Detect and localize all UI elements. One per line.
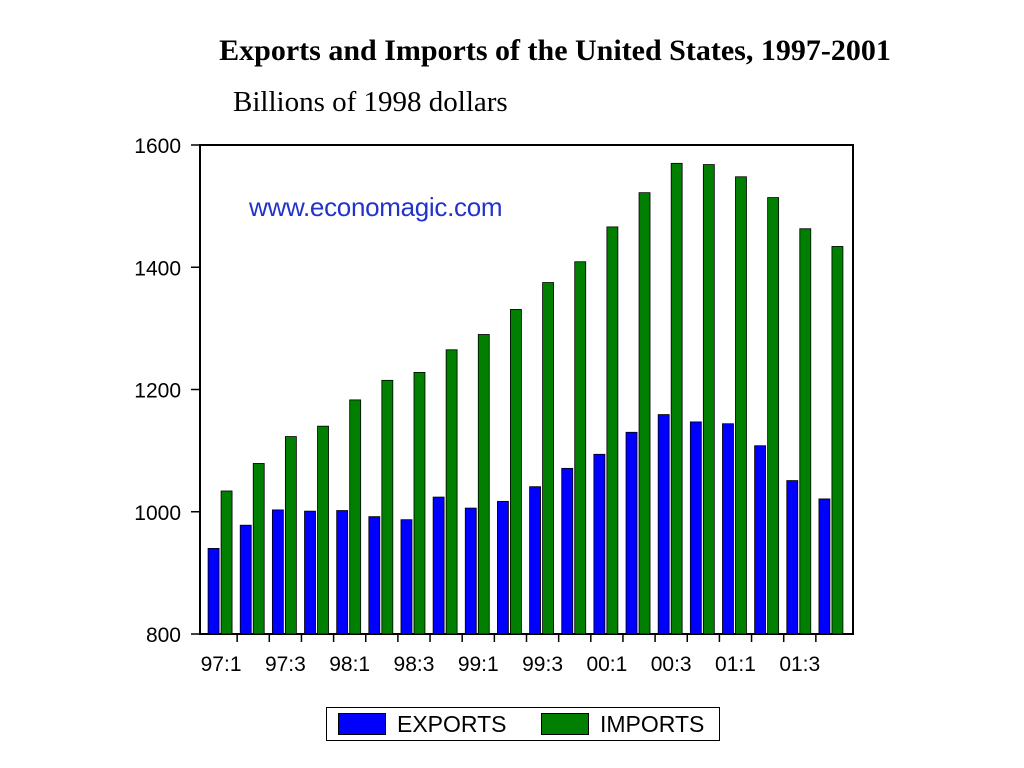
watermark-url: www.economagic.com [249, 192, 503, 222]
x-tick-label: 00:3 [651, 653, 692, 676]
imports-bar [413, 371, 426, 635]
exports-bar [625, 431, 638, 635]
exports-bar [336, 510, 349, 635]
x-tick-label: 98:3 [394, 653, 435, 676]
exports-bar [529, 486, 541, 635]
chart-subtitle: Billions of 1998 dollars [233, 86, 508, 118]
imports-bar [767, 197, 780, 635]
x-tick-label: 00:1 [586, 653, 627, 676]
imports-bar [799, 228, 812, 635]
x-tick-label: 99:3 [522, 653, 563, 676]
exports-bar [368, 516, 381, 635]
exports-bar [207, 548, 220, 635]
y-tick-label: 1000 [134, 502, 181, 525]
exports-bar [593, 453, 606, 635]
exports-bar [497, 500, 509, 635]
imports-bar [220, 490, 233, 635]
chart-legend: EXPORTS IMPORTS [326, 707, 720, 741]
legend-label-exports: EXPORTS [397, 711, 507, 737]
imports-bar [831, 246, 844, 635]
y-tick-label: 800 [146, 624, 181, 647]
exports-bar [657, 414, 670, 635]
imports-bar [252, 463, 265, 635]
imports-bar [702, 164, 715, 635]
exports-bar [304, 510, 316, 635]
exports-bar [464, 507, 477, 635]
x-tick-label: 01:1 [715, 653, 756, 676]
exports-bar [561, 467, 574, 635]
imports-bar [542, 282, 554, 635]
y-tick-label: 1200 [134, 380, 181, 403]
exports-bar [818, 498, 831, 635]
x-tick-label: 99:1 [458, 653, 499, 676]
x-tick-label: 97:1 [201, 653, 242, 676]
exports-bar [689, 421, 702, 635]
y-tick-label: 1600 [134, 135, 181, 158]
legend-label-imports: IMPORTS [600, 711, 705, 737]
x-tick-label: 01:3 [779, 653, 820, 676]
x-tick-label: 98:1 [329, 653, 370, 676]
imports-bar [606, 226, 619, 635]
exports-bar [754, 445, 767, 635]
legend-swatch-imports [541, 713, 589, 735]
exports-bar [786, 480, 799, 635]
imports-bar [735, 176, 747, 635]
exports-bar [400, 519, 413, 635]
imports-bar [638, 192, 651, 635]
imports-bar [445, 349, 458, 635]
imports-bar [510, 309, 522, 635]
imports-bar [317, 425, 329, 635]
imports-bar [574, 261, 587, 635]
imports-bar [477, 334, 490, 635]
y-tick-label: 1400 [134, 257, 181, 280]
x-tick-label: 97:3 [265, 653, 306, 676]
imports-bar [349, 399, 362, 635]
imports-bar [284, 436, 297, 635]
chart-title: Exports and Imports of the United States… [219, 34, 891, 67]
legend-swatch-exports [338, 713, 386, 735]
imports-bar [381, 379, 394, 635]
imports-bar [670, 162, 683, 635]
exports-bar [432, 496, 445, 635]
exports-bar [271, 509, 284, 635]
exports-bar [239, 524, 252, 635]
exports-bar [722, 423, 734, 635]
